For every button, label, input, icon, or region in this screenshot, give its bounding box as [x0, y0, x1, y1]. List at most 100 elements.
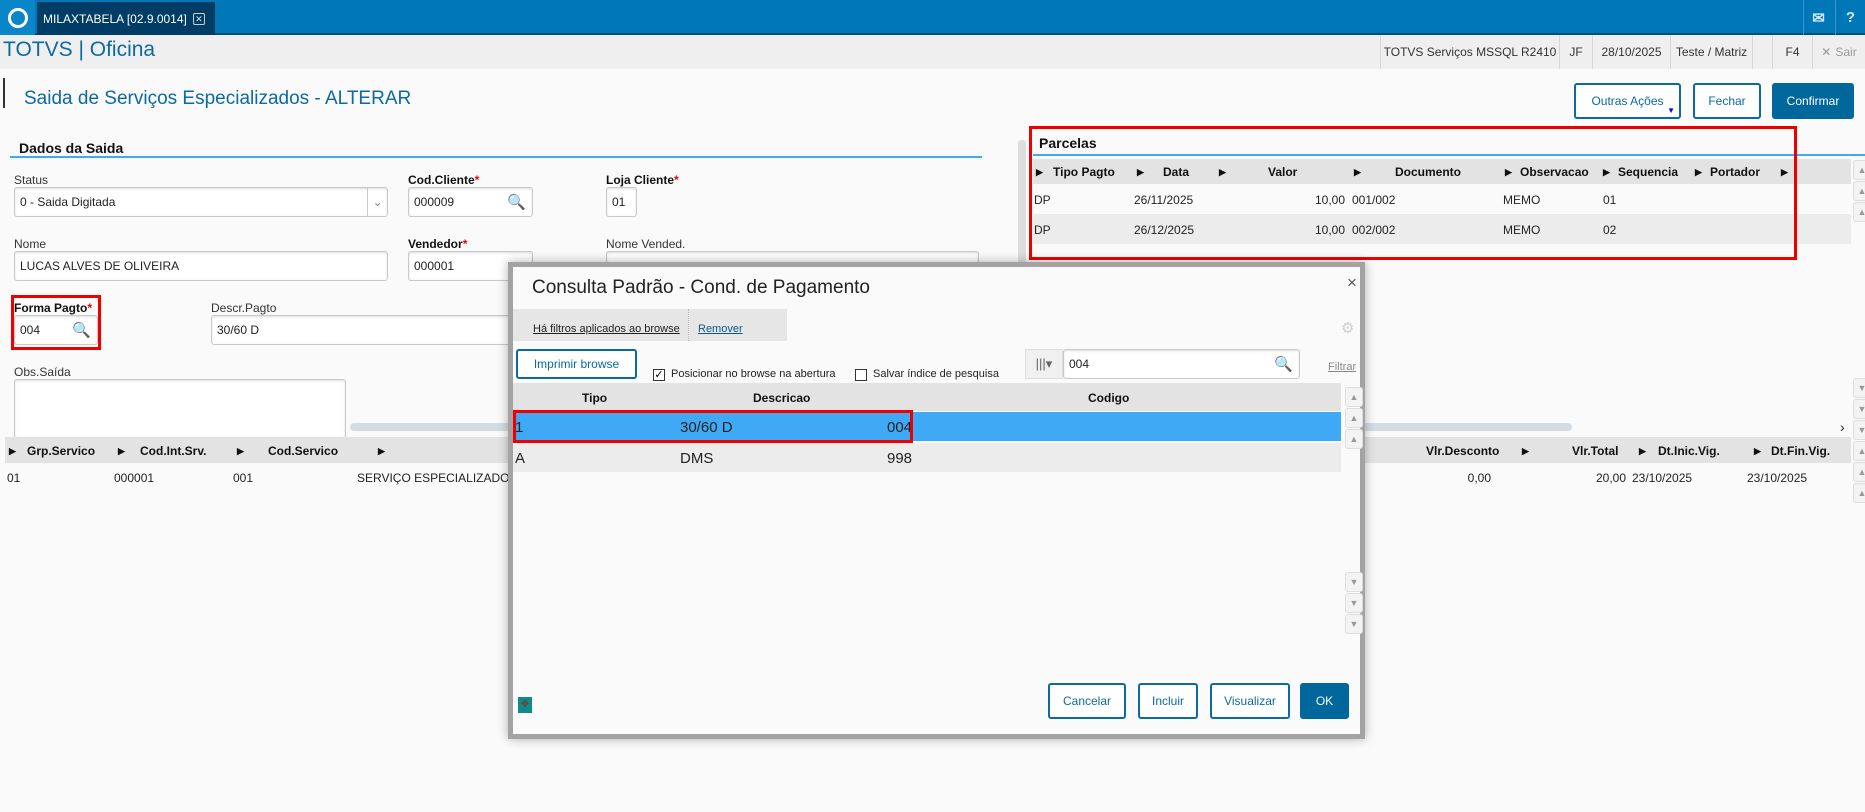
- filter-notice-bar: Há filtros aplicados ao browse Remover: [513, 309, 787, 341]
- scroll-top-button[interactable]: ▲: [1853, 483, 1865, 503]
- scroll-page-up-button[interactable]: ▲: [1345, 408, 1363, 428]
- remove-filter-link[interactable]: Remover: [698, 323, 743, 335]
- scroll-bottom-button[interactable]: ▼: [1853, 420, 1865, 440]
- chevron-down-icon: ⌄: [367, 188, 387, 216]
- panel-scrollbar[interactable]: [1018, 140, 1026, 274]
- col-vlr-total[interactable]: Vlr.Total: [1572, 444, 1619, 458]
- exit-button[interactable]: ✕ Sair: [1812, 35, 1865, 69]
- scroll-page-down-button[interactable]: ▼: [1345, 593, 1363, 613]
- scroll-up-button[interactable]: ▲: [1853, 202, 1865, 222]
- status-select[interactable]: 0 - Saida Digitada ⌄: [14, 187, 388, 217]
- filter-link[interactable]: Filtrar: [1328, 361, 1357, 373]
- gear-icon[interactable]: ⚙: [1341, 320, 1355, 337]
- col-cod-servico[interactable]: Cod.Servico: [268, 444, 339, 458]
- forma-pagto-input[interactable]: 004 🔍: [14, 315, 98, 345]
- nome-input[interactable]: LUCAS ALVES DE OLIVEIRA: [14, 251, 388, 281]
- print-browse-button[interactable]: Imprimir browse: [516, 349, 637, 379]
- view-button[interactable]: Visualizar: [1210, 683, 1290, 719]
- descr-pagto-label: Descr.Pagto: [211, 301, 277, 315]
- shortcut-f4[interactable]: F4: [1772, 35, 1812, 69]
- col-observacao[interactable]: Observacao: [1520, 165, 1589, 179]
- loja-cliente-label: Loja Cliente*: [606, 173, 679, 187]
- section-title: Dados da Saida: [19, 140, 124, 156]
- descr-pagto-input[interactable]: 30/60 D: [211, 315, 511, 345]
- col-descricao[interactable]: Descricao: [753, 391, 811, 405]
- tab-title: MILAXTABELA [02.9.0014]: [43, 11, 187, 26]
- scroll-page-down-button[interactable]: ▼: [1853, 399, 1865, 419]
- include-button[interactable]: Incluir: [1138, 683, 1198, 719]
- col-sequencia[interactable]: Sequencia: [1618, 165, 1679, 179]
- totvs-logo-icon[interactable]: [0, 0, 35, 35]
- scroll-right-icon[interactable]: ›: [1840, 419, 1845, 435]
- search-input[interactable]: 004 🔍: [1063, 349, 1300, 379]
- table-row-selected[interactable]: 1 30/60 D 004: [513, 412, 1341, 441]
- help-icon[interactable]: ?: [1835, 0, 1865, 35]
- separator: [1752, 35, 1772, 69]
- scroll-page-up-button[interactable]: ▲: [1853, 462, 1865, 482]
- table-row[interactable]: DP 26/12/2025 10,00 002/002 MEMO 02: [1033, 214, 1851, 244]
- col-tipo[interactable]: Tipo: [582, 391, 608, 405]
- user: JF: [1559, 35, 1592, 69]
- col-cod-int-srv[interactable]: Cod.Int.Srv.: [140, 444, 207, 458]
- col-vlr-desconto[interactable]: Vlr.Desconto: [1426, 444, 1500, 458]
- obs-saida-textarea[interactable]: [14, 379, 346, 439]
- cod-cliente-label: Cod.Cliente*: [408, 173, 480, 187]
- save-index-checkbox-label[interactable]: Salvar índice de pesquisa: [873, 368, 999, 380]
- date: 28/10/2025: [1592, 35, 1670, 69]
- forma-pagto-highlight: [11, 295, 101, 350]
- scroll-top-button[interactable]: ▲: [1853, 160, 1865, 180]
- close-tab-icon[interactable]: ✕: [192, 12, 205, 25]
- cancel-button[interactable]: Cancelar: [1048, 683, 1126, 719]
- col-documento[interactable]: Documento: [1395, 165, 1461, 179]
- col-valor[interactable]: Valor: [1268, 165, 1298, 179]
- scroll-top-button[interactable]: ▲: [1345, 387, 1363, 407]
- position-checkbox[interactable]: ✓: [653, 369, 665, 381]
- resize-icon[interactable]: ✥: [518, 697, 532, 713]
- table-row[interactable]: 01 000001 001 SERVIÇO ESPECIALIZADO 0,00 20,…: [7, 471, 1808, 485]
- scroll-down-button[interactable]: ▼: [1345, 572, 1363, 592]
- col-codigo[interactable]: Codigo: [1088, 391, 1130, 405]
- lookup-header: Tipo Descricao Codigo: [513, 383, 1341, 411]
- vendedor-label: Vendedor*: [408, 237, 468, 251]
- scroll-top-button[interactable]: ▼: [1853, 378, 1865, 398]
- mail-icon[interactable]: ✉: [1803, 0, 1833, 35]
- tab-milaxtabela[interactable]: MILAXTABELA [02.9.0014] ✕: [37, 2, 215, 35]
- scroll-bottom-button[interactable]: ▼: [1345, 614, 1363, 634]
- table-row[interactable]: A DMS 998: [513, 443, 1341, 472]
- confirm-button[interactable]: Confirmar: [1772, 83, 1854, 119]
- position-checkbox-label[interactable]: Posicionar no browse na abertura: [671, 368, 836, 380]
- close-icon[interactable]: ×: [1347, 273, 1357, 292]
- header-bar: [0, 35, 1865, 69]
- parcelas-highlight: [1029, 126, 1797, 260]
- col-grp-servico[interactable]: Grp.Servico: [27, 444, 96, 458]
- search-icon[interactable]: 🔍: [507, 194, 526, 211]
- col-tipo-pagto[interactable]: Tipo Pagto: [1053, 165, 1115, 179]
- status-label: Status: [14, 173, 49, 187]
- scroll-page-up-button[interactable]: ▲: [1853, 181, 1865, 201]
- search-icon[interactable]: 🔍: [1274, 356, 1293, 373]
- top-bar: [0, 0, 1865, 35]
- ok-button[interactable]: OK: [1300, 683, 1349, 719]
- section-divider: [10, 156, 982, 158]
- col-dt-inic-vig[interactable]: Dt.Inic.Vig.: [1658, 444, 1720, 458]
- search-icon[interactable]: 🔍: [72, 322, 91, 339]
- parcelas-title: Parcelas: [1039, 135, 1097, 151]
- col-dt-fin-vig[interactable]: Dt.Fin.Vig.: [1771, 444, 1831, 458]
- lookup-dialog: Consulta Padrão - Cond. de Pagamento × H…: [508, 262, 1365, 739]
- save-index-checkbox[interactable]: [855, 369, 867, 381]
- more-actions-button[interactable]: Outras Ações ▼: [1574, 83, 1681, 119]
- scroll-up-button[interactable]: ▲: [1853, 441, 1865, 461]
- cod-cliente-input[interactable]: 000009 🔍: [408, 187, 533, 217]
- left-edge-marker: [3, 78, 5, 108]
- parcelas-divider: [1033, 154, 1865, 156]
- loja-cliente-input[interactable]: 01: [606, 187, 637, 217]
- nome-vended-label: Nome Vended.: [606, 237, 686, 251]
- scroll-up-button[interactable]: ▲: [1345, 429, 1363, 449]
- filter-notice-link[interactable]: Há filtros aplicados ao browse: [533, 323, 680, 335]
- table-row[interactable]: DP 26/11/2025 10,00 001/002 MEMO 01: [1033, 184, 1851, 214]
- col-data[interactable]: Data: [1163, 165, 1190, 179]
- close-button[interactable]: Fechar: [1693, 83, 1761, 119]
- exit-label: Sair: [1835, 45, 1857, 59]
- col-portador[interactable]: Portador: [1710, 165, 1761, 179]
- columns-icon[interactable]: |||▾: [1025, 349, 1063, 379]
